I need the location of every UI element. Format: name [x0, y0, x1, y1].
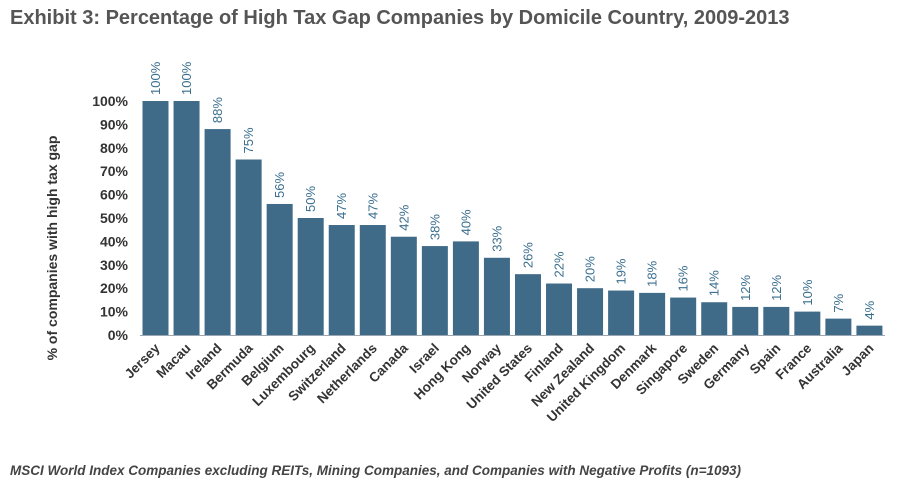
- y-tick-label: 80%: [100, 140, 129, 156]
- y-tick-label: 0%: [108, 327, 129, 343]
- y-tick-label: 70%: [100, 163, 129, 179]
- bar-australia: [825, 318, 852, 335]
- bar-singapore: [670, 297, 697, 335]
- bar-israel: [421, 246, 448, 335]
- bar-canada: [390, 236, 417, 335]
- data-label: 88%: [210, 97, 225, 123]
- data-label: 50%: [303, 186, 318, 212]
- y-tick-label: 20%: [100, 280, 129, 296]
- bar-spain: [763, 306, 790, 335]
- x-tick-label: Japan: [838, 341, 876, 379]
- data-label: 56%: [272, 172, 287, 198]
- bar-luxembourg: [297, 218, 324, 335]
- bar-finland: [546, 283, 573, 335]
- data-label: 75%: [241, 127, 256, 153]
- bar-denmark: [639, 292, 666, 335]
- bar-bermuda: [235, 159, 262, 335]
- y-axis-label: % of companies with high tax gap: [44, 136, 60, 361]
- y-tick-label: 10%: [100, 304, 129, 320]
- bar-switzerland: [328, 225, 355, 335]
- data-label: 20%: [583, 256, 598, 282]
- chart-footnote: MSCI World Index Companies excluding REI…: [10, 463, 741, 478]
- bar-ireland: [204, 129, 231, 335]
- data-label: 18%: [645, 260, 660, 286]
- data-label: 22%: [552, 251, 567, 277]
- data-label: 12%: [769, 274, 784, 300]
- bar-hong-kong: [452, 241, 479, 335]
- data-label: 26%: [520, 242, 535, 268]
- y-tick-label: 100%: [92, 93, 128, 109]
- bar-norway: [483, 257, 510, 335]
- bar-netherlands: [359, 225, 386, 335]
- data-label: 10%: [800, 279, 815, 305]
- y-tick-label: 30%: [100, 257, 129, 273]
- bar-japan: [856, 325, 883, 335]
- bar-united-kingdom: [608, 290, 635, 335]
- bar-macau: [173, 101, 200, 335]
- bar-germany: [732, 306, 759, 335]
- data-label: 7%: [831, 293, 846, 312]
- data-label: 4%: [862, 300, 877, 319]
- bar-sweden: [701, 302, 728, 335]
- data-label: 33%: [489, 225, 504, 251]
- x-tick-label: Jersey: [122, 340, 163, 381]
- y-tick-label: 40%: [100, 233, 129, 249]
- data-label: 40%: [458, 209, 473, 235]
- data-label: 100%: [179, 61, 194, 95]
- bar-new-zealand: [577, 288, 604, 335]
- bar-united-states: [514, 274, 541, 335]
- data-label: 14%: [707, 270, 722, 296]
- data-label: 100%: [148, 61, 163, 95]
- data-label: 19%: [614, 258, 629, 284]
- data-label: 47%: [334, 193, 349, 219]
- data-label: 12%: [738, 274, 753, 300]
- data-label: 16%: [676, 265, 691, 291]
- chart-title: Exhibit 3: Percentage of High Tax Gap Co…: [10, 7, 790, 29]
- data-label: 38%: [427, 214, 442, 240]
- y-tick-label: 60%: [100, 187, 129, 203]
- data-label: 42%: [396, 204, 411, 230]
- data-label: 47%: [365, 193, 380, 219]
- bar-france: [794, 311, 821, 335]
- bar-belgium: [266, 203, 293, 335]
- y-tick-label: 90%: [100, 116, 129, 132]
- bar-jersey: [142, 101, 169, 335]
- y-tick-label: 50%: [100, 210, 129, 226]
